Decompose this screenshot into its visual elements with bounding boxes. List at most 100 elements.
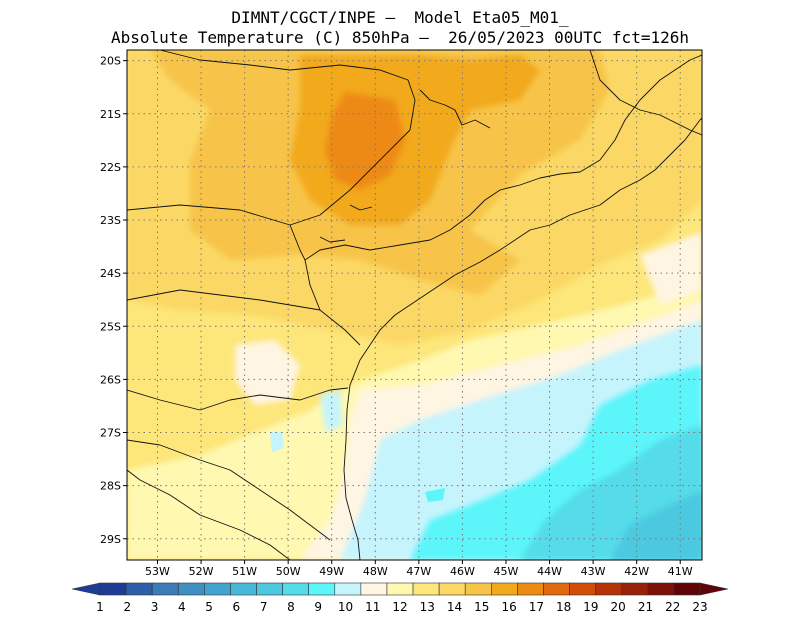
lat-label: 25S — [100, 320, 121, 333]
rivers-reservoirs — [319, 89, 491, 243]
lat-label: 21S — [100, 108, 121, 121]
colorbar-swatch — [99, 582, 127, 596]
field-17c — [325, 92, 405, 190]
lon-label: 44W — [537, 565, 562, 578]
colorbar-swatch — [230, 582, 257, 596]
colorbar-swatch — [204, 582, 231, 596]
lon-label: 48W — [363, 565, 388, 578]
colorbar-label: 8 — [287, 600, 295, 614]
chart-title-line2: Absolute Temperature (C) 850hPa – 26/05/… — [111, 28, 689, 47]
latitude-labels: 20S 21S 22S 23S 24S 25S 26S 27S 28S 29S — [100, 55, 127, 546]
lat-label: 26S — [100, 373, 121, 386]
colorbar-swatch — [308, 582, 336, 596]
colorbar-label: 13 — [420, 600, 435, 614]
lat-label: 28S — [100, 480, 121, 493]
lat-label: 29S — [100, 533, 121, 546]
field-10c-patch — [320, 390, 342, 432]
graticule — [127, 50, 702, 560]
colorbar-label: 1 — [96, 600, 104, 614]
lon-label: 42W — [624, 565, 649, 578]
colorbar-swatch — [360, 582, 388, 596]
border-ms-pr — [127, 289, 361, 346]
lon-label: 51W — [232, 565, 257, 578]
coastline-borders — [127, 50, 702, 560]
lat-label: 22S — [100, 161, 121, 174]
colorbar-label: 10 — [338, 600, 353, 614]
colorbar-swatch — [595, 582, 623, 596]
border-sp-pr — [289, 224, 321, 311]
colorbar-swatch — [438, 582, 466, 596]
lon-label: 53W — [145, 565, 170, 578]
colorbar-swatch — [334, 582, 362, 596]
colorbar-arrow-low — [71, 582, 101, 596]
border-sp-mg — [304, 171, 581, 261]
colorbar-swatch — [517, 582, 544, 596]
lon-label: 43W — [581, 565, 606, 578]
colorbar-label: 20 — [611, 600, 626, 614]
lat-label: 24S — [100, 267, 121, 280]
colorbar-swatch — [621, 582, 649, 596]
field-7c — [610, 490, 702, 560]
chart-title-line1: DIMNT/CGCT/INPE – Model Eta05_M01_ — [231, 8, 569, 27]
colorbar-label: 23 — [692, 600, 707, 614]
lon-label: 41W — [668, 565, 693, 578]
colorbar-swatch — [412, 582, 440, 596]
border-sc-rs — [127, 439, 331, 541]
border-pr-sc — [127, 387, 349, 411]
colorbar-arrow-high — [699, 582, 729, 596]
colorbar-swatch — [282, 582, 309, 596]
plot-frame — [126, 49, 703, 561]
colorbar-swatch — [464, 582, 492, 596]
colorbar-swatch — [543, 582, 570, 596]
lon-label: 47W — [406, 565, 431, 578]
colorbar-label: 16 — [501, 600, 516, 614]
field-11c-east — [640, 232, 702, 305]
colorbar-swatch — [177, 582, 205, 596]
colorbar-label: 6 — [233, 600, 241, 614]
colorbar-label: 3 — [151, 600, 159, 614]
colorbar-label: 17 — [529, 600, 544, 614]
field-11c-patch — [235, 340, 300, 405]
colorbar-label: 2 — [123, 600, 131, 614]
lon-label: 49W — [319, 565, 344, 578]
colorbar-swatch — [673, 582, 701, 596]
colorbar-swatch — [125, 582, 153, 596]
colorbar-label: 15 — [474, 600, 489, 614]
colorbar-swatch — [569, 582, 596, 596]
border-mg-ba — [589, 50, 702, 136]
colorbar-label: 11 — [365, 600, 380, 614]
colorbar-label: 14 — [447, 600, 462, 614]
lat-label: 27S — [100, 427, 121, 440]
colorbar-label: 9 — [314, 600, 322, 614]
colorbar-swatch — [256, 582, 283, 596]
temperature-field — [127, 50, 702, 560]
lon-label: 50W — [276, 565, 301, 578]
border-mg-rj-es — [579, 54, 702, 173]
colorbar-label: 5 — [205, 600, 213, 614]
colorbar-swatch — [491, 582, 518, 596]
lon-label: 52W — [189, 565, 214, 578]
colorbar-label: 7 — [260, 600, 268, 614]
lat-label: 23S — [100, 214, 121, 227]
colorbar — [71, 582, 729, 596]
colorbar-swatch — [647, 582, 675, 596]
colorbar-label: 21 — [638, 600, 653, 614]
lon-label: 46W — [450, 565, 475, 578]
colorbar-swatch — [386, 582, 414, 596]
colorbar-swatch — [151, 582, 179, 596]
colorbar-label: 19 — [583, 600, 598, 614]
field-10c-patch2 — [270, 432, 284, 452]
border-mg-go — [127, 50, 416, 226]
lon-label: 45W — [494, 565, 519, 578]
colorbar-label: 12 — [392, 600, 407, 614]
coastline — [343, 117, 702, 560]
colorbar-labels: 1 2 3 4 5 6 7 8 9 10 11 12 13 14 15 16 17 18 19 20 21 22 23 — [96, 600, 707, 614]
colorbar-label: 18 — [556, 600, 571, 614]
colorbar-label: 4 — [178, 600, 186, 614]
colorbar-label: 22 — [665, 600, 680, 614]
border-international — [127, 469, 291, 560]
field-9c-patch — [425, 488, 445, 502]
longitude-labels: 53W 52W 51W 50W 49W 48W 47W 46W 45W 44W 43W 42W 41W — [145, 560, 693, 578]
lat-label: 20S — [100, 55, 121, 68]
